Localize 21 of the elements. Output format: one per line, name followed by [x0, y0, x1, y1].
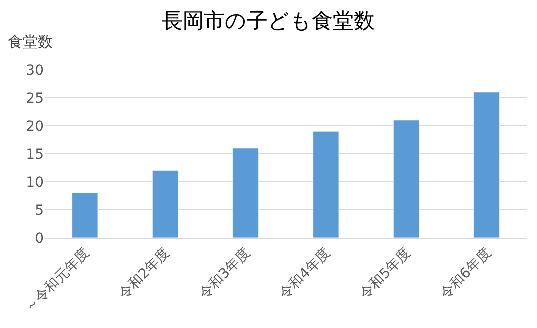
x-tick-label: ～令和元年度 — [22, 245, 93, 316]
y-tick-label: 10 — [26, 174, 44, 191]
x-tick-label: 令和4年度 — [276, 245, 334, 302]
y-tick-label: 30 — [26, 62, 44, 79]
x-tick-label: 令和2年度 — [116, 245, 174, 302]
y-tick-label: 25 — [26, 90, 44, 107]
x-tick-label: 令和5年度 — [357, 245, 414, 302]
y-tick-label: 15 — [26, 146, 44, 163]
bar — [232, 148, 259, 238]
bar — [72, 192, 98, 238]
x-tick-label: 令和3年度 — [196, 245, 254, 302]
y-tick-label: 5 — [35, 202, 44, 219]
bar — [313, 131, 340, 238]
bar — [474, 92, 500, 238]
y-axis-title: 食堂数 — [8, 33, 53, 51]
y-tick-label: 20 — [26, 118, 44, 135]
y-tick-label: 0 — [35, 230, 44, 247]
bar — [152, 170, 179, 238]
x-tick-label: 令和6年度 — [437, 245, 495, 302]
chart-title: 長岡市の子ども食堂数 — [162, 8, 375, 33]
bar — [393, 120, 420, 238]
